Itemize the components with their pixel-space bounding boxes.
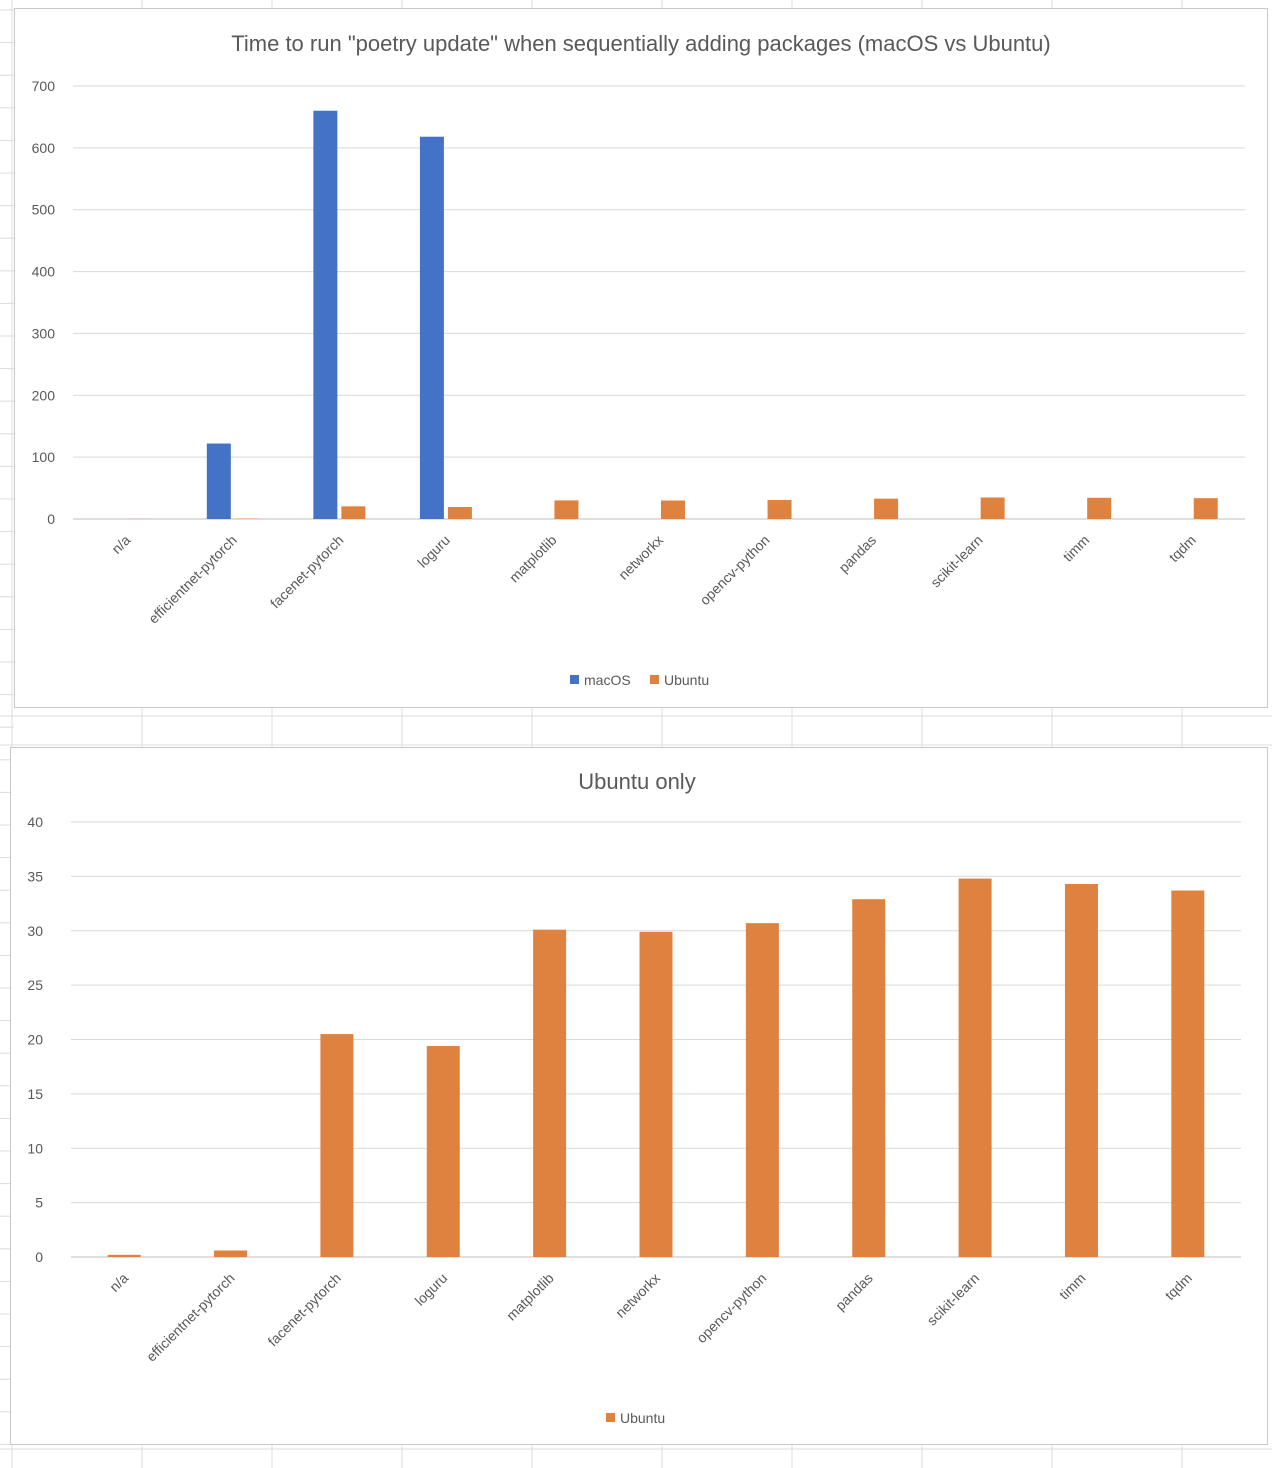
- y-tick-label: 400: [32, 264, 56, 280]
- y-tick-label: 5: [35, 1195, 43, 1211]
- y-tick-label: 20: [27, 1032, 43, 1048]
- legend-label-ubuntu: Ubuntu: [664, 672, 709, 688]
- x-tick-label: n/a: [106, 1270, 131, 1295]
- bar-macos-efficientnet-pytorch: [206, 443, 231, 519]
- bar-ubuntu-n-a: [107, 1254, 141, 1257]
- bar-ubuntu-networkx: [639, 931, 673, 1257]
- x-tick-label: pandas: [832, 1270, 876, 1314]
- y-tick-label: 700: [32, 78, 56, 94]
- x-tick-label: opencv-python: [696, 532, 772, 608]
- x-tick-label: timm: [1060, 532, 1093, 565]
- bar-ubuntu-opencv-python: [745, 923, 779, 1257]
- legend-label-macos: macOS: [584, 672, 631, 688]
- y-tick-label: 200: [32, 387, 56, 403]
- bar-ubuntu-facenet-pytorch: [341, 506, 366, 519]
- legend-swatch-macos: [570, 675, 579, 684]
- legend-swatch-ubuntu: [606, 1413, 615, 1422]
- y-tick-label: 40: [27, 814, 43, 830]
- bar-ubuntu-timm: [1087, 497, 1112, 519]
- bar-ubuntu-opencv-python: [767, 500, 792, 519]
- y-tick-label: 35: [27, 868, 43, 884]
- x-tick-label: loguru: [414, 532, 453, 571]
- x-tick-label: pandas: [835, 532, 879, 576]
- y-tick-label: 0: [35, 1249, 43, 1265]
- chart-ubuntu-only[interactable]: Ubuntu only 0 5 10 15 20 25 30 35 40 n/a efficientn…: [10, 747, 1268, 1445]
- bar-macos-loguru: [419, 136, 444, 520]
- x-tick-label: facenet-pytorch: [267, 532, 347, 612]
- x-tick-label: facenet-pytorch: [264, 1270, 344, 1350]
- legend-swatch-ubuntu: [650, 675, 659, 684]
- bar-ubuntu-timm: [1064, 883, 1098, 1257]
- x-tick-label: opencv-python: [693, 1270, 769, 1346]
- y-tick-label: 100: [32, 449, 56, 465]
- bar-ubuntu-tqdm: [1193, 498, 1218, 519]
- bar-ubuntu-pandas: [852, 899, 886, 1257]
- y-tick-label: 600: [32, 140, 56, 156]
- y-tick-label: 25: [27, 977, 43, 993]
- bar-ubuntu-tqdm: [1171, 890, 1205, 1257]
- chart-ubuntu-only-plot: Ubuntu only 0 5 10 15 20 25 30 35 40 n/a efficientn…: [27, 769, 1241, 1426]
- y-tick-label: 500: [32, 202, 56, 218]
- bar-ubuntu-matplotlib: [554, 500, 579, 519]
- x-tick-label: matplotlib: [503, 1270, 557, 1324]
- x-tick-label: matplotlib: [506, 532, 560, 586]
- bar-ubuntu-pandas: [874, 498, 899, 519]
- bar-ubuntu-networkx: [661, 500, 685, 519]
- chart-macos-vs-ubuntu[interactable]: Time to run "poetry update" when sequent…: [14, 8, 1268, 708]
- x-tick-label: n/a: [108, 532, 133, 557]
- bar-ubuntu-efficientnet-pytorch: [214, 1250, 248, 1257]
- bar-ubuntu-scikit-learn: [980, 497, 1005, 519]
- bar-ubuntu-loguru: [447, 506, 472, 519]
- y-tick-label: 30: [27, 923, 43, 939]
- legend-label-ubuntu: Ubuntu: [620, 1410, 665, 1426]
- y-tick-label: 15: [27, 1086, 43, 1102]
- bar-ubuntu-matplotlib: [533, 929, 567, 1257]
- chart-macos-vs-ubuntu-plot: Time to run "poetry update" when sequent…: [32, 31, 1245, 688]
- x-tick-label: networkx: [615, 532, 666, 583]
- x-tick-label: networkx: [612, 1270, 663, 1321]
- bar-ubuntu-facenet-pytorch: [320, 1034, 354, 1257]
- bar-ubuntu-scikit-learn: [958, 878, 992, 1257]
- y-tick-label: 10: [27, 1140, 43, 1156]
- y-tick-label: 0: [47, 511, 55, 527]
- x-tick-label: efficientnet-pytorch: [145, 532, 240, 627]
- bar-macos-facenet-pytorch: [313, 110, 338, 519]
- x-tick-label: efficientnet-pytorch: [143, 1270, 238, 1365]
- x-tick-label: scikit-learn: [924, 1270, 983, 1329]
- chart-title: Ubuntu only: [578, 769, 695, 794]
- x-tick-label: loguru: [412, 1270, 451, 1309]
- x-tick-label: timm: [1056, 1270, 1089, 1303]
- bar-ubuntu-loguru: [426, 1046, 460, 1257]
- y-tick-label: 300: [32, 325, 56, 341]
- chart-title: Time to run "poetry update" when sequent…: [231, 31, 1050, 56]
- x-tick-label: scikit-learn: [927, 532, 986, 591]
- x-tick-label: tqdm: [1162, 1270, 1195, 1303]
- x-tick-label: tqdm: [1166, 532, 1199, 565]
